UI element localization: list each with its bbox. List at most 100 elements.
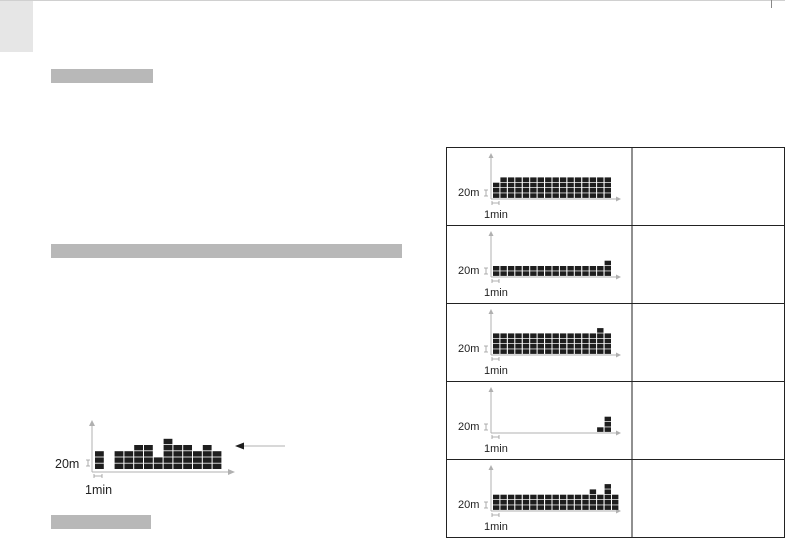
bar-segment — [567, 177, 574, 182]
bar-segment — [507, 494, 515, 500]
bar-segment — [153, 457, 163, 463]
bar-segment — [202, 451, 212, 457]
chart-column — [545, 494, 552, 510]
chart-column — [500, 177, 507, 198]
bar-segment — [144, 445, 153, 451]
bar-segment — [537, 500, 544, 505]
time-unit-label: 1min — [484, 365, 508, 377]
bar-segment — [515, 193, 522, 198]
bar-segment — [545, 266, 552, 271]
bar-segment — [183, 457, 192, 463]
bar-segment — [507, 505, 515, 510]
bar-segment — [500, 177, 507, 182]
bar-segment — [493, 494, 500, 500]
bar-segment — [582, 505, 589, 510]
bar-segment — [522, 494, 530, 500]
chart-column — [522, 266, 530, 276]
examples-table: 20m 1min 20m 1min 20m 1min 20m 1min 20m 1min — [446, 147, 785, 538]
bar-segment — [522, 500, 530, 505]
bar-segment — [574, 500, 582, 505]
bar-segment — [574, 505, 582, 510]
bar-segment — [530, 193, 537, 198]
bar-segment — [567, 500, 574, 505]
bar-segment — [604, 188, 611, 193]
bar-segment — [582, 182, 589, 188]
bar-segment — [507, 182, 515, 188]
bar-segment — [530, 505, 537, 510]
bar-segment — [173, 445, 183, 451]
bar-segment — [589, 193, 597, 198]
value-scale-mark — [484, 189, 488, 197]
bar-segment — [552, 349, 559, 354]
bar-segment — [559, 177, 567, 182]
bar-segment — [163, 451, 173, 457]
bar-segment — [597, 328, 604, 333]
chart-column — [552, 333, 559, 354]
bar-segment — [582, 177, 589, 182]
bar-segment — [545, 182, 552, 188]
bar-segment — [530, 333, 537, 338]
bar-segment — [604, 484, 611, 489]
bar-segment — [589, 182, 597, 188]
chart-column — [545, 177, 552, 198]
chart-column — [597, 494, 604, 510]
bar-segment — [202, 457, 212, 463]
bar-segment — [604, 494, 611, 500]
bar-segment — [582, 271, 589, 276]
bar-segment — [163, 457, 173, 463]
chart-bars — [95, 438, 222, 469]
bar-segment — [522, 349, 530, 354]
bar-segment — [183, 451, 192, 457]
bar-segment — [530, 266, 537, 271]
bar-segment — [537, 349, 544, 354]
bar-segment — [574, 266, 582, 271]
chart-column — [202, 445, 212, 469]
value-scale-mark — [484, 501, 488, 509]
bar-segment — [193, 463, 202, 469]
bar-segment — [567, 333, 574, 338]
y-axis-arrow — [488, 387, 494, 392]
bar-segment — [493, 266, 500, 271]
bar-segment — [515, 505, 522, 510]
chart-column — [212, 451, 222, 469]
bar-segment — [559, 505, 567, 510]
chart-column — [582, 177, 589, 198]
bar-segment — [597, 349, 604, 354]
bar-segment — [589, 500, 597, 505]
bar-segment — [515, 333, 522, 338]
bar-segment — [545, 505, 552, 510]
table-row: 20m 1min — [458, 387, 621, 455]
bar-segment — [589, 349, 597, 354]
bar-segment — [604, 193, 611, 198]
chart-column — [589, 266, 597, 276]
chart-column — [574, 177, 582, 198]
bar-segment — [567, 349, 574, 354]
bar-segment — [567, 505, 574, 510]
bar-segment — [530, 344, 537, 349]
bar-segment — [589, 505, 597, 510]
bar-segment — [522, 505, 530, 510]
chart-column — [582, 333, 589, 354]
bar-segment — [552, 188, 559, 193]
bar-segment — [537, 177, 544, 182]
time-scale-mark — [93, 474, 103, 478]
bar-segment — [545, 188, 552, 193]
bar-segment — [530, 349, 537, 354]
chart-column — [582, 266, 589, 276]
bar-segment — [493, 193, 500, 198]
chart-column — [567, 266, 574, 276]
bar-segment — [507, 500, 515, 505]
bar-segment — [95, 463, 104, 469]
bar-segment — [537, 344, 544, 349]
bar-segment — [500, 188, 507, 193]
bar-segment — [522, 193, 530, 198]
bar-segment — [202, 445, 212, 451]
bar-segment — [500, 266, 507, 271]
bar-segment — [114, 463, 124, 469]
chart-column — [507, 266, 515, 276]
bar-segment — [515, 349, 522, 354]
bar-segment — [522, 333, 530, 338]
bar-segment — [537, 333, 544, 338]
bar-segment — [515, 188, 522, 193]
chart-column — [530, 266, 537, 276]
